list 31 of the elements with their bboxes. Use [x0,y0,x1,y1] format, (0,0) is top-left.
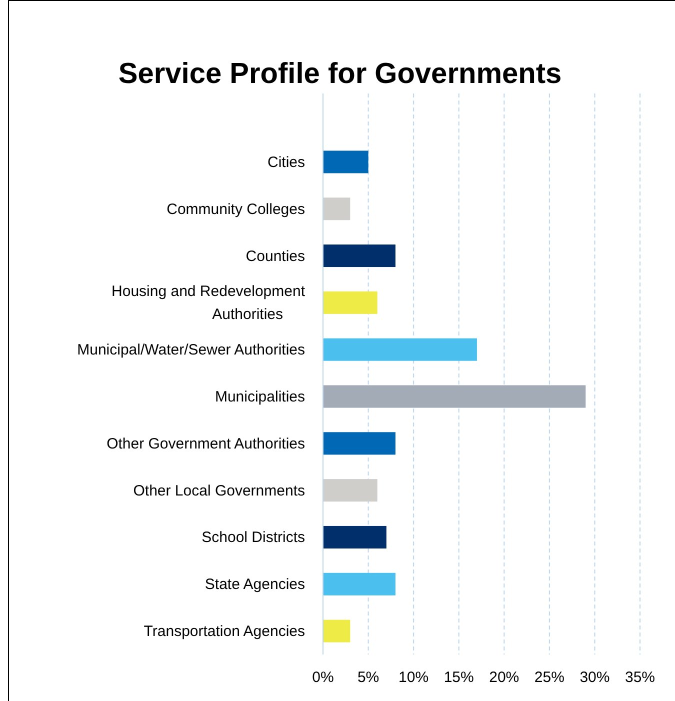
y-tick-label: Cities [267,154,305,171]
bar [323,244,396,268]
chart-title: Service Profile for Governments [118,58,562,90]
bar [323,150,368,174]
x-tick-label: 5% [357,669,380,686]
x-tick-label: 25% [534,669,564,686]
bar [323,338,477,361]
y-tick-label: School Districts [202,529,305,546]
x-tick-label: 10% [398,669,429,686]
y-tick-label: Municipalities [214,388,305,406]
bar [323,385,586,408]
bar [323,291,378,314]
y-tick-label: Housing and Redevelopment Authorities [112,283,306,324]
y-tick-label: Transportation Agencies [144,623,305,640]
bar [323,198,350,220]
y-tick-label: Counties [246,248,305,265]
bar [323,620,350,642]
bar [323,479,378,502]
bar [323,572,396,596]
y-tick-label: State Agencies [204,576,305,594]
y-tick-label: Municipal/Water/Sewer Authorities [77,342,305,359]
x-tick-label: 15% [444,669,474,686]
bar [323,432,396,455]
x-tick-label: 35% [624,669,656,686]
x-tick-label: 30% [580,669,610,686]
bar [323,526,386,548]
y-tick-label: Other Local Governments [133,482,305,500]
x-tick-label: 20% [489,669,520,686]
y-tick-label: Other Government Authorities [106,435,305,452]
x-tick-label: 0% [312,669,334,686]
y-tick-label: Community Colleges [166,200,305,218]
